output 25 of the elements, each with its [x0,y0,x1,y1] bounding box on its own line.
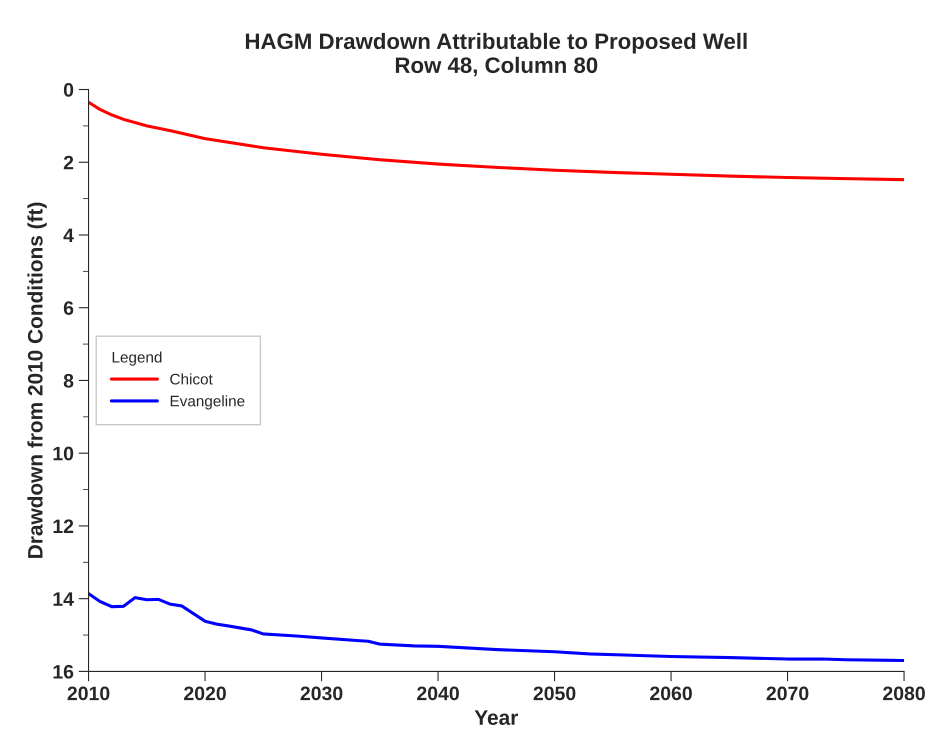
x-tick-label: 2010 [68,686,110,700]
y-axis-title: Drawdown from 2010 Conditions (ft) [27,202,47,558]
legend-label: Chicot [170,373,213,385]
line-series [88,100,904,182]
chart-title: HAGM Drawdown Attributable to Proposed Well Row 48, Column 80 [246,32,747,76]
legend-label: Evangeline [170,395,244,410]
y-tick-label: 0 [64,82,74,97]
y-tick-label: 12 [54,519,74,533]
x-tick-label: 2040 [417,686,459,700]
legend-title: Legend [112,351,162,366]
x-tick-label: 2080 [883,686,925,700]
y-tick-label: 16 [54,664,74,679]
x-axis-title: Year [474,710,518,725]
y-tick-label: 10 [54,446,74,460]
x-tick-label: 2050 [534,686,576,700]
x-tick-label: 2060 [650,686,692,700]
x-tick-label: 2070 [766,686,808,700]
x-tick-label: 2020 [184,686,226,700]
x-tick-label: 2030 [300,686,342,700]
y-tick-label: 4 [63,228,74,242]
y-tick-label: 8 [64,374,74,388]
y-tick-label: 2 [64,156,74,170]
y-tick-label: 14 [54,592,74,606]
line-series [88,592,904,662]
y-tick-label: 6 [64,301,74,315]
